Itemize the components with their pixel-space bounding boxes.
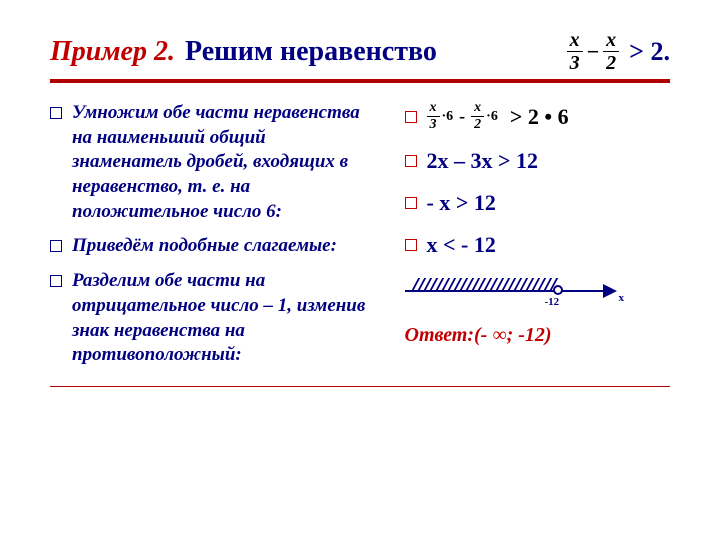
right-step-4: х < - 12 [405,232,671,258]
frac-x-over-3: x 3 [567,30,583,73]
square-bullet-icon [50,240,62,252]
left-bullet-3: Разделим обе части на отрицательное числ… [50,269,375,368]
left-text-2: Приведём подобные слагаемые: [72,234,337,259]
point-label: -12 [545,296,560,308]
square-bullet-icon [405,111,417,123]
axis-label: х [619,292,625,304]
footer-rule [50,386,670,387]
frac-x-over-2: x 2 [603,30,619,73]
step1-expr: x 3 ·6 - x 2 ·6 > 2 • 6 [427,101,569,132]
gt-two: > 2. [629,37,670,67]
square-bullet-icon [50,275,62,287]
left-bullet-1: Умножим обе части неравенства на наимень… [50,101,375,224]
arrow-right-icon [603,284,617,298]
title-row: Пример 2. Решим неравенство x 3 − x 2 > … [50,30,670,73]
title-main: Решим неравенство [185,36,437,68]
minus-sign: − [587,39,600,65]
header-rule [50,79,670,83]
open-point-icon [553,285,563,295]
square-bullet-icon [405,155,417,167]
title-lead: Пример 2. [50,36,175,68]
square-bullet-icon [405,197,417,209]
left-text-1: Умножим обе части неравенства на наимень… [72,101,375,224]
left-column: Умножим обе части неравенства на наимень… [50,101,375,378]
step3-expr: - х > 12 [427,190,496,216]
left-bullet-2: Приведём подобные слагаемые: [50,234,375,259]
step4-expr: х < - 12 [427,232,496,258]
square-bullet-icon [50,107,62,119]
title-inequality: x 3 − x 2 > 2. [567,30,670,73]
number-line: -12 х [405,274,625,310]
step2-expr: 2х – 3х > 12 [427,148,539,174]
right-step-2: 2х – 3х > 12 [405,148,671,174]
right-step-3: - х > 12 [405,190,671,216]
left-text-3: Разделим обе части на отрицательное числ… [72,269,375,368]
answer-text: Ответ:(- ∞; -12) [405,324,671,347]
right-step-1: x 3 ·6 - x 2 ·6 > 2 • 6 [405,101,671,132]
axis-line [405,290,605,292]
right-column: x 3 ·6 - x 2 ·6 > 2 • 6 2х – 3х > 12 [405,101,671,378]
square-bullet-icon [405,239,417,251]
